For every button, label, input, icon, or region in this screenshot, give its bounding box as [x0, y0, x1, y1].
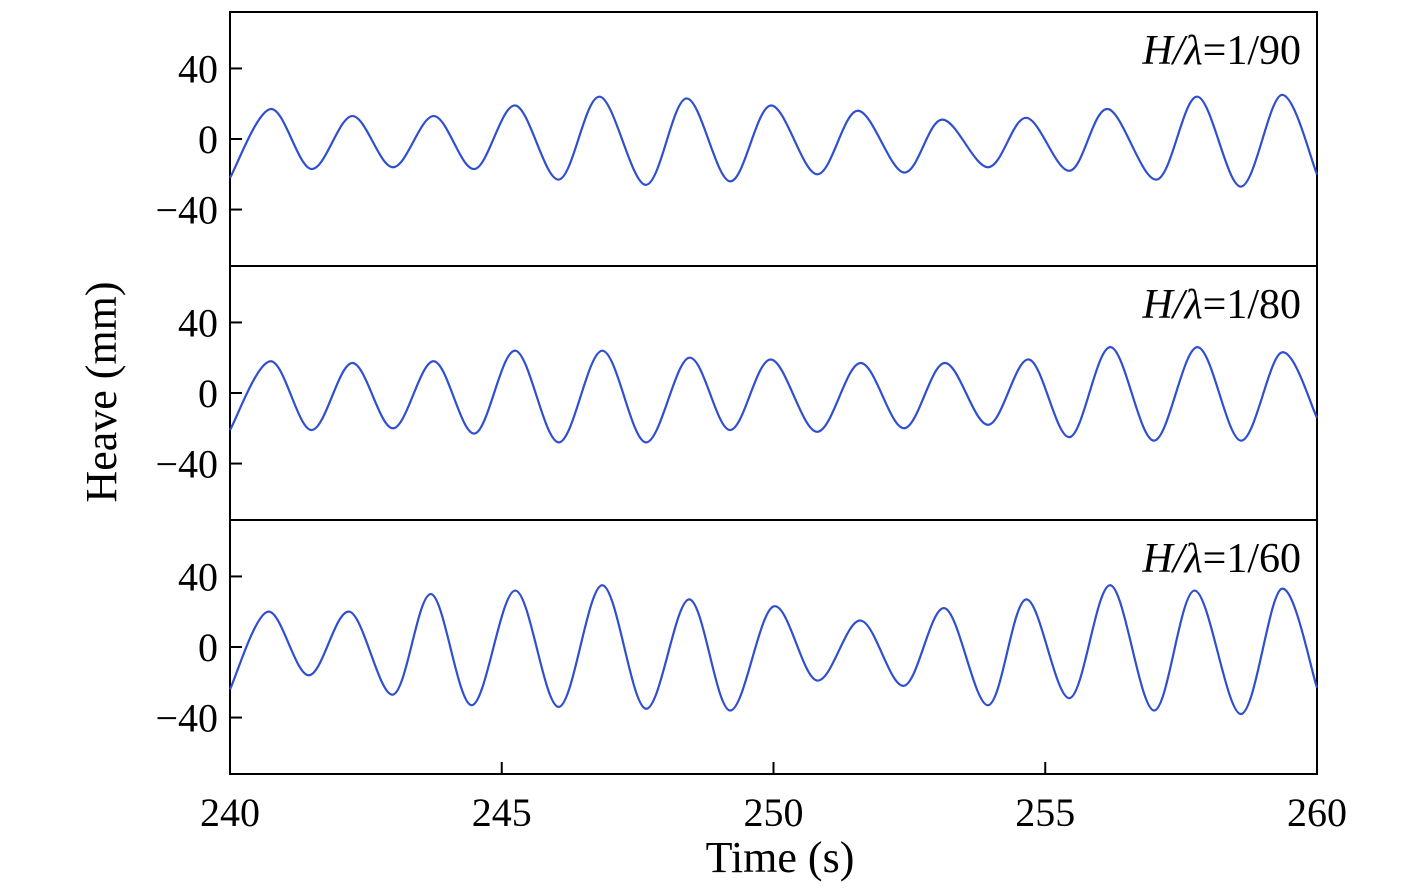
annotation-ratio-value: =1/60 — [1203, 536, 1301, 582]
y-tick-label: 0 — [198, 117, 218, 162]
heave-series-line — [229, 584, 1319, 716]
annotation-ratio-value: =1/80 — [1203, 282, 1301, 328]
x-tick-label: 255 — [1015, 790, 1075, 835]
panel-2: 40 0 −40 H/λ=1/80 — [155, 265, 1318, 521]
x-tick-label: 240 — [200, 790, 260, 835]
y-tick-label: 0 — [198, 371, 218, 416]
annotation-ratio-symbol: H/λ — [1141, 28, 1202, 74]
x-tick-label: 245 — [472, 790, 532, 835]
annotation-ratio-value: =1/90 — [1203, 28, 1301, 74]
y-tick-label: 40 — [178, 554, 218, 599]
x-axis-title: Time (s) — [706, 833, 855, 882]
y-tick-label: −40 — [155, 188, 218, 233]
heave-series-line — [229, 346, 1318, 444]
panel-annotation: H/λ=1/60 — [1141, 536, 1301, 582]
panel-annotation: H/λ=1/80 — [1141, 282, 1301, 328]
y-tick-label: 40 — [178, 46, 218, 91]
x-tick-label: 260 — [1287, 790, 1347, 835]
panel-1: 40 0 −40 H/λ=1/90 — [155, 11, 1319, 267]
annotation-ratio-symbol: H/λ — [1141, 282, 1202, 328]
panel-3: 40 0 −40 H/λ=1/60 — [155, 519, 1319, 775]
y-tick-label: 0 — [198, 625, 218, 670]
y-tick-label: −40 — [155, 696, 218, 741]
plot-layer: 400−40H/λ=1/90400−40H/λ=1/80400−40H/λ=1/… — [155, 11, 1347, 835]
annotation-ratio-symbol: H/λ — [1141, 536, 1202, 582]
heave-series-line — [229, 93, 1319, 188]
panel-annotation: H/λ=1/90 — [1141, 28, 1301, 74]
y-tick-label: −40 — [155, 442, 218, 487]
y-axis-title: Heave (mm) — [77, 281, 126, 502]
y-tick-label: 40 — [178, 300, 218, 345]
x-tick-label: 250 — [744, 790, 804, 835]
